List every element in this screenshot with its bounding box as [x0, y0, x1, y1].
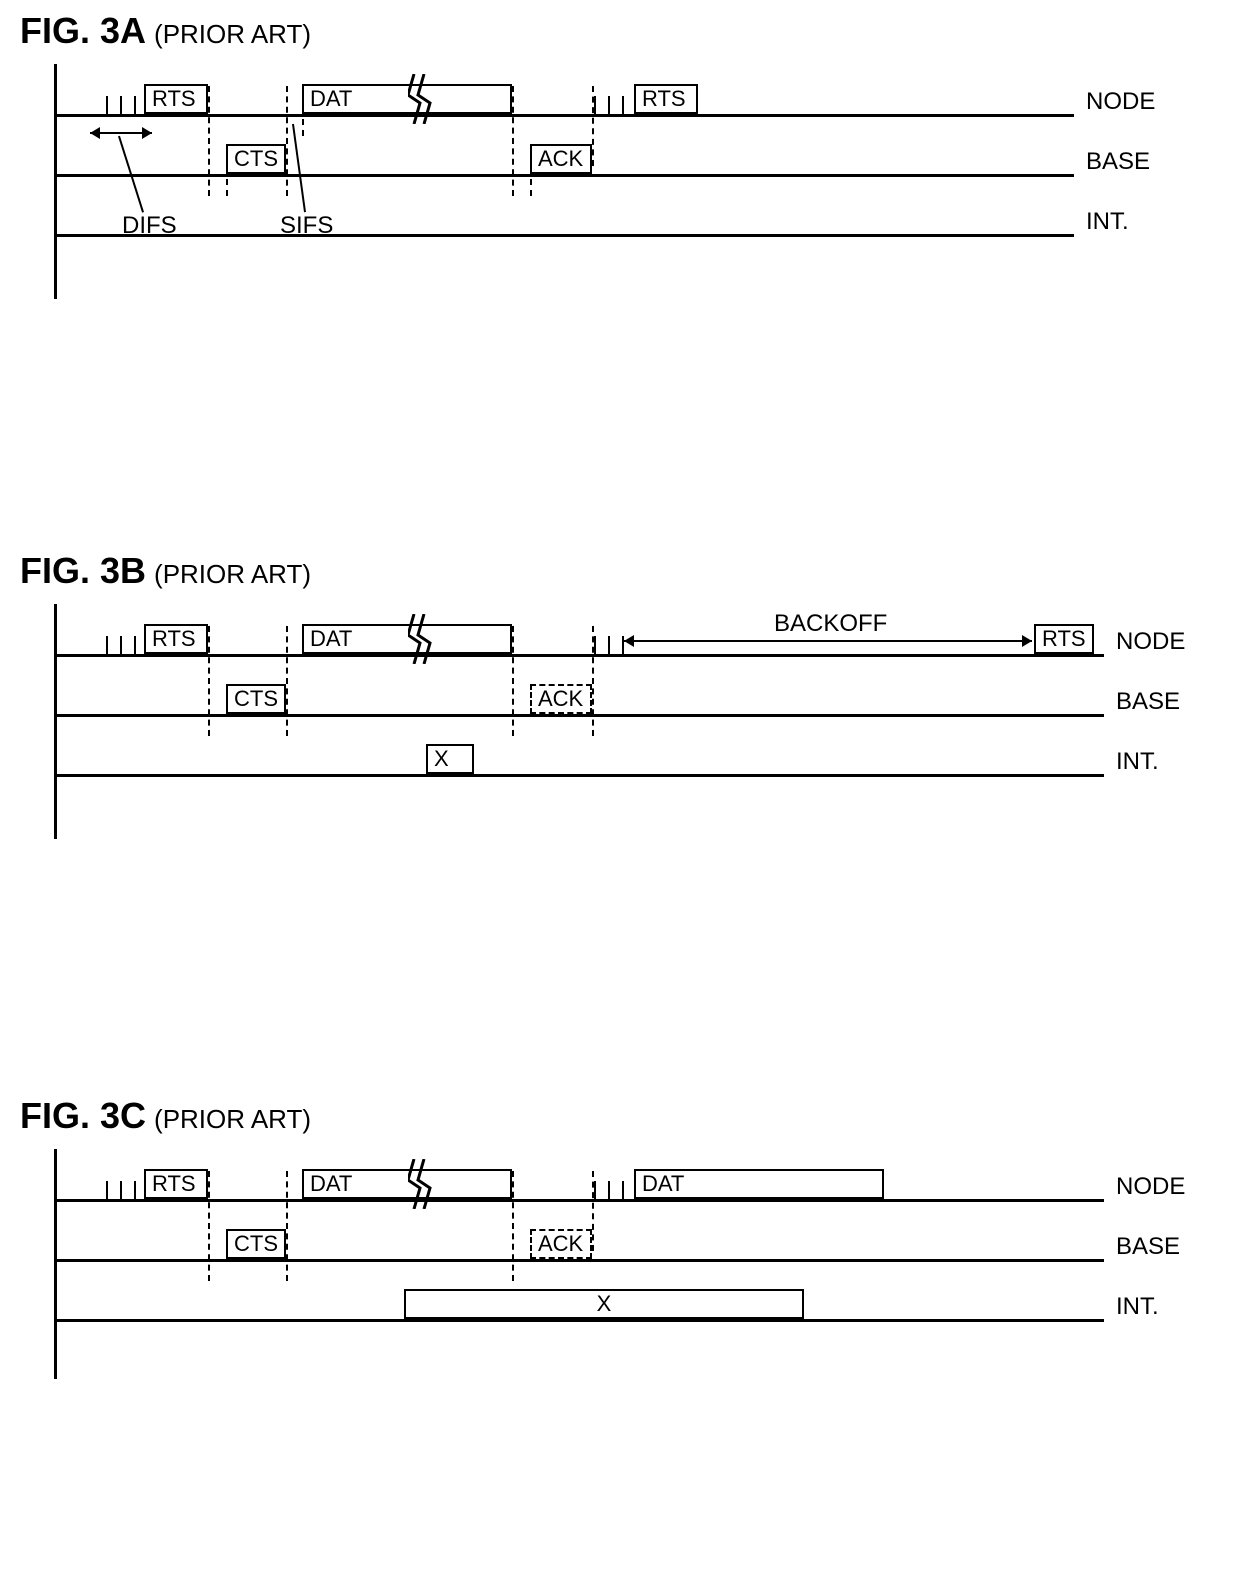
sifs-gap-dash [592, 86, 594, 166]
timeline-node [54, 114, 1074, 117]
figure-title: FIG. 3C (PRIOR ART) [20, 1095, 1220, 1137]
row-label-int: INT. [1116, 1293, 1159, 1321]
rts-frame: RTS [1034, 624, 1094, 654]
timeline-int [54, 1319, 1104, 1322]
figure-a: FIG. 3A (PRIOR ART) NODE BASE INT. RTS DAT RTS C… [20, 10, 1220, 309]
backoff-tick [106, 1181, 108, 1199]
timeline-diagram: NODE BASE INT. RTS DAT DAT CTS ACK X [20, 1149, 1200, 1389]
timeline-diagram: NODE BASE INT. RTS DAT RTS CTS ACK X BACKOFF [20, 604, 1200, 849]
rts-frame: RTS [144, 624, 208, 654]
dat-frame: DAT [302, 1169, 512, 1199]
figure-c: FIG. 3C (PRIOR ART) NODE BASE INT. RTS DAT DAT C… [20, 1095, 1220, 1389]
backoff-tick [106, 96, 108, 114]
sifs-gap-dash [512, 1171, 514, 1281]
prior-art-label: (PRIOR ART) [154, 559, 311, 590]
y-axis [54, 604, 57, 839]
x-frame: X [404, 1289, 804, 1319]
backoff-span-arrow [624, 640, 1032, 642]
cts-frame: CTS [226, 144, 286, 174]
backoff-label: BACKOFF [774, 610, 887, 638]
row-label-node: NODE [1116, 628, 1185, 656]
figure-number: FIG. 3B [20, 550, 146, 592]
sifs-gap-dash [208, 626, 210, 736]
sifs-gap-dash [512, 86, 514, 196]
dat-frame: DAT [302, 624, 512, 654]
backoff-tick [134, 1181, 136, 1199]
backoff-tick [622, 96, 624, 114]
sifs-gap-dash [592, 1171, 594, 1251]
time-break-icon [408, 614, 438, 664]
backoff-tick [134, 636, 136, 654]
backoff-tick [120, 96, 122, 114]
sifs-gap-dash [592, 626, 594, 736]
sifs-label: SIFS [280, 212, 333, 240]
timeline-base [54, 174, 1074, 177]
backoff-tick [608, 96, 610, 114]
leader-line [292, 124, 306, 212]
backoff-tick [608, 636, 610, 654]
row-label-node: NODE [1086, 88, 1155, 116]
rts-frame: RTS [144, 84, 208, 114]
rts-frame: RTS [144, 1169, 208, 1199]
sifs-gap-dash [208, 1171, 210, 1281]
ack-frame: ACK [530, 144, 592, 174]
sifs-gap-dash [512, 626, 514, 736]
difs-label: DIFS [122, 212, 177, 240]
figure-b: FIG. 3B (PRIOR ART) NODE BASE INT. RTS DAT RTS C… [20, 550, 1220, 849]
backoff-tick [106, 636, 108, 654]
backoff-tick [594, 1181, 596, 1199]
dat-frame: DAT [634, 1169, 884, 1199]
row-label-base: BASE [1116, 688, 1180, 716]
timeline-node [54, 1199, 1104, 1202]
ack-frame: ACK [530, 684, 592, 714]
ack-frame: ACK [530, 1229, 592, 1259]
row-label-int: INT. [1116, 748, 1159, 776]
backoff-tick [120, 1181, 122, 1199]
backoff-tick [594, 96, 596, 114]
timeline-base [54, 714, 1104, 717]
cts-frame: CTS [226, 684, 286, 714]
time-break-icon [408, 1159, 438, 1209]
dat-frame: DAT [302, 84, 512, 114]
figure-number: FIG. 3A [20, 10, 146, 52]
row-label-base: BASE [1086, 148, 1150, 176]
figure-number: FIG. 3C [20, 1095, 146, 1137]
timeline-node [54, 654, 1104, 657]
backoff-tick [608, 1181, 610, 1199]
timeline-int [54, 774, 1104, 777]
y-axis [54, 64, 57, 299]
sifs-gap-dash [208, 86, 210, 196]
sifs-gap-dash [286, 626, 288, 736]
timeline-base [54, 1259, 1104, 1262]
figure-title: FIG. 3A (PRIOR ART) [20, 10, 1220, 52]
backoff-tick [594, 636, 596, 654]
figure-title: FIG. 3B (PRIOR ART) [20, 550, 1220, 592]
backoff-tick [120, 636, 122, 654]
difs-span-arrow [90, 132, 152, 134]
time-break-icon [408, 74, 438, 124]
prior-art-label: (PRIOR ART) [154, 19, 311, 50]
timeline-int [54, 234, 1074, 237]
sifs-gap-dash [286, 1171, 288, 1281]
row-label-int: INT. [1086, 208, 1129, 236]
sifs-gap-dash [286, 86, 288, 196]
backoff-tick [134, 96, 136, 114]
row-label-node: NODE [1116, 1173, 1185, 1201]
y-axis [54, 1149, 57, 1379]
timeline-diagram: NODE BASE INT. RTS DAT RTS CTS ACK DIFS SIFS [20, 64, 1200, 309]
cts-frame: CTS [226, 1229, 286, 1259]
row-label-base: BASE [1116, 1233, 1180, 1261]
backoff-tick [622, 1181, 624, 1199]
rts-frame: RTS [634, 84, 698, 114]
prior-art-label: (PRIOR ART) [154, 1104, 311, 1135]
x-frame: X [426, 744, 474, 774]
